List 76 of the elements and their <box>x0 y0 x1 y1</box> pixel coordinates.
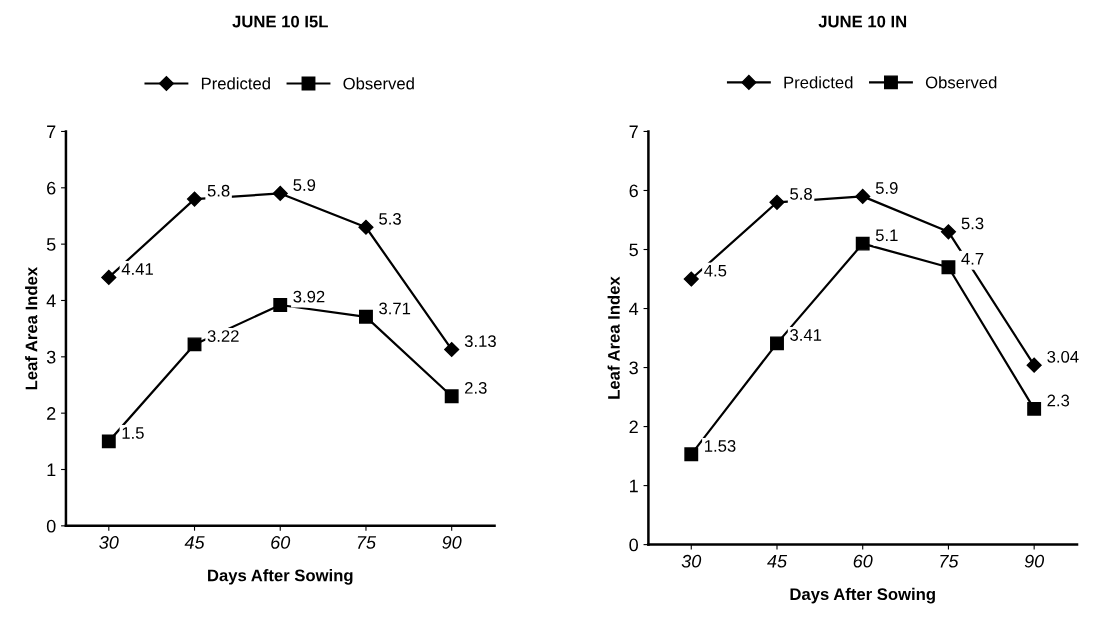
legend-label: Predicted <box>201 77 270 90</box>
point <box>684 447 699 462</box>
point <box>444 389 459 404</box>
x-axis-title: Days After Sowing <box>208 569 353 585</box>
x-tick-label: 30 <box>99 536 119 549</box>
y-tick-label: 7 <box>47 125 56 138</box>
point <box>272 185 288 202</box>
data-label: 1.5 <box>122 427 144 439</box>
data-label: 3.04 <box>1047 350 1079 363</box>
point <box>359 309 373 324</box>
x-axis-title: Days After Sowing <box>790 587 935 604</box>
x-tick-label: 75 <box>940 555 959 568</box>
point <box>273 298 288 312</box>
y-tick-label: 6 <box>629 184 638 198</box>
point <box>770 336 784 351</box>
data-label: 3.41 <box>790 329 822 341</box>
legend-label: Predicted <box>784 76 853 89</box>
data-label: 5.3 <box>961 217 984 230</box>
data-label: 2.3 <box>1047 394 1070 407</box>
y-tick-label: 5 <box>46 238 56 251</box>
data-label: 2.3 <box>465 381 487 394</box>
y-tick-label: 4 <box>629 302 639 316</box>
data-label: 4.7 <box>961 253 984 265</box>
legend-label: Observed <box>343 77 414 90</box>
y-tick-label: 4 <box>46 294 56 308</box>
x-tick-label: 90 <box>1024 554 1045 568</box>
y-axis-title: Leaf Area Index <box>607 276 620 399</box>
point <box>855 188 871 204</box>
x-tick-label: 60 <box>853 554 873 568</box>
y-tick-label: 7 <box>629 125 638 138</box>
data-label: 5.8 <box>790 188 812 200</box>
point <box>855 236 870 251</box>
point <box>444 341 460 358</box>
data-label: 3.71 <box>379 302 411 315</box>
x-tick-label: 30 <box>681 554 702 568</box>
point <box>358 219 374 235</box>
x-tick-label: 60 <box>271 536 291 549</box>
x-tick-label: 45 <box>767 555 788 568</box>
data-label: 3.92 <box>293 290 325 303</box>
y-tick-label: 2 <box>629 420 638 434</box>
point <box>941 260 956 275</box>
y-axis-title: Leaf Area Index <box>25 267 38 390</box>
y-tick-label: 0 <box>629 538 638 552</box>
point <box>940 224 957 240</box>
chart-title: JUNE 10 I5L <box>232 15 328 28</box>
point <box>187 337 202 352</box>
data-label: 4.41 <box>121 263 153 275</box>
y-tick-label: 1 <box>47 463 56 477</box>
y-tick-label: 6 <box>47 181 56 195</box>
data-label: 4.5 <box>704 264 727 277</box>
data-label: 1.53 <box>705 440 736 452</box>
data-label: 5.8 <box>207 184 230 197</box>
y-tick-label: 3 <box>629 361 638 375</box>
x-tick-label: 45 <box>184 536 205 549</box>
data-label: 5.9 <box>293 179 316 191</box>
data-label: 3.13 <box>464 335 496 348</box>
chart-title: JUNE 10 IN <box>818 15 907 28</box>
point <box>186 191 203 207</box>
y-tick-label: 0 <box>46 519 56 533</box>
y-tick-label: 2 <box>47 407 56 420</box>
point <box>101 434 116 449</box>
point <box>769 194 785 210</box>
data-label: 5.9 <box>875 182 898 194</box>
point <box>1026 357 1042 373</box>
y-tick-label: 5 <box>629 243 638 257</box>
point <box>101 269 117 285</box>
point <box>683 271 699 287</box>
data-label: 5.3 <box>379 212 401 225</box>
x-tick-label: 75 <box>357 536 377 549</box>
legend-label: Observed <box>925 76 997 89</box>
y-tick-label: 3 <box>46 350 56 364</box>
point <box>1027 401 1042 416</box>
y-tick-label: 1 <box>630 479 638 493</box>
data-label: 5.1 <box>875 229 898 242</box>
x-tick-label: 90 <box>442 536 462 549</box>
data-label: 3.22 <box>207 330 239 342</box>
